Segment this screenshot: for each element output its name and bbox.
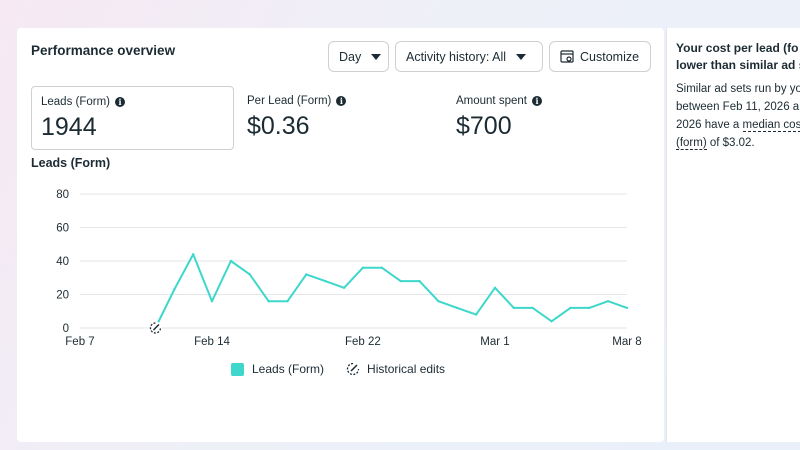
metric-per-lead[interactable]: Per Lead (Form) i $0.36: [238, 86, 438, 150]
x-tick-label: Feb 22: [345, 336, 381, 348]
historical-edit-marker: [148, 321, 162, 335]
data-point: [456, 306, 459, 310]
metric-leads-label: Leads (Form): [41, 96, 111, 108]
y-tick-label: 80: [56, 189, 69, 201]
y-tick-label: 20: [56, 290, 69, 302]
day-dropdown-label: Day: [339, 49, 362, 64]
x-tick-label: Feb 14: [194, 336, 230, 348]
data-point: [531, 306, 534, 310]
customize-label: Customize: [580, 49, 640, 64]
metric-leads-value: 1944: [41, 113, 97, 141]
info-icon[interactable]: i: [115, 97, 126, 107]
data-point: [437, 300, 440, 303]
median-cost-link[interactable]: median cos: [742, 119, 800, 132]
y-tick-label: 60: [56, 223, 69, 235]
leads-line-chart: 0 20 40 60 80 Feb 7 Feb 14 Feb 22 Mar 1 Mar 8: [56, 189, 642, 348]
info-icon[interactable]: i: [336, 96, 347, 106]
historical-edit-icon: [346, 362, 360, 376]
legend-item-historical-edits[interactable]: Historical edits: [346, 362, 445, 376]
insight-title: Your cost per lead (fo lower than simila…: [676, 40, 800, 74]
x-tick-label: Feb 7: [65, 336, 94, 348]
metric-amount-value: $700: [456, 112, 512, 140]
data-point: [625, 306, 629, 310]
legend-swatch: [231, 362, 244, 376]
performance-card: Performance overview Day Activity histor…: [17, 28, 664, 442]
chart-title: Leads (Form): [31, 156, 111, 170]
data-point: [606, 300, 610, 303]
insight-body-line3-text: 2026 have a: [676, 119, 743, 131]
caret-down-icon: [371, 53, 382, 60]
data-point: [229, 259, 233, 263]
metric-per-lead-label: Per Lead (Form): [247, 95, 332, 107]
data-point: [286, 300, 289, 303]
y-tick-label: 40: [56, 256, 69, 268]
chart-legend: Leads (Form) Historical edits: [231, 362, 467, 376]
insight-body-line2: between Feb 11, 2026 a: [676, 101, 800, 113]
day-dropdown[interactable]: Day: [328, 41, 389, 72]
data-point: [267, 300, 270, 303]
data-point: [493, 286, 497, 289]
legend-item-leads[interactable]: Leads (Form): [231, 362, 324, 376]
data-point: [305, 273, 308, 276]
x-tick-label: Mar 8: [612, 336, 641, 348]
insight-body-line1: Similar ad sets run by yo: [676, 83, 800, 95]
metric-per-lead-value: $0.36: [247, 112, 310, 140]
data-point: [588, 306, 591, 310]
metric-per-lead-label-row: Per Lead (Form) i: [247, 95, 347, 107]
insight-title-line1: Your cost per lead (fo: [676, 41, 799, 55]
page-title: Performance overview: [31, 43, 176, 58]
data-point: [361, 266, 365, 269]
data-point: [324, 279, 327, 283]
activity-history-dropdown[interactable]: Activity history: All: [395, 41, 543, 72]
data-point: [399, 279, 402, 283]
metric-amount-label-row: Amount spent i: [456, 95, 542, 107]
data-point: [342, 286, 346, 289]
series-line-leads: [154, 253, 628, 329]
data-point: [474, 313, 478, 316]
data-point: [173, 288, 176, 291]
data-point: [191, 253, 195, 256]
historical-edit-marker-needle: [152, 323, 160, 331]
data-point: [512, 306, 516, 310]
form-link[interactable]: (form): [676, 137, 707, 150]
metric-leads-label-row: Leads (Form) i: [41, 96, 126, 108]
metric-leads[interactable]: Leads (Form) i 1944: [31, 86, 234, 150]
legend-label-leads: Leads (Form): [252, 362, 325, 376]
insight-body-line4-text: of $3.02.: [706, 137, 755, 149]
data-point: [418, 279, 421, 283]
y-tick-label: 0: [63, 323, 69, 335]
data-point: [550, 320, 553, 323]
data-point: [210, 300, 214, 303]
metric-amount-spent[interactable]: Amount spent i $700: [447, 86, 647, 150]
insight-title-line2: lower than similar ad s: [676, 58, 800, 72]
historical-edit-marker-ring: [149, 322, 162, 334]
data-point: [569, 306, 572, 310]
cost-insight-panel: Your cost per lead (fo lower than simila…: [666, 28, 800, 442]
customize-button[interactable]: Customize: [549, 41, 651, 72]
data-point: [380, 266, 383, 269]
customize-icon: [560, 49, 574, 63]
legend-label-historical-edits: Historical edits: [367, 362, 446, 376]
insight-body-line4: (form) of $3.02.: [676, 134, 800, 152]
activity-history-label: Activity history: All: [406, 49, 507, 64]
insight-body: Similar ad sets run by yo between Feb 11…: [676, 80, 800, 152]
insight-body-line3: 2026 have a median cos: [676, 116, 800, 134]
data-point: [248, 273, 251, 276]
x-tick-label: Mar 1: [480, 336, 509, 348]
info-icon[interactable]: i: [531, 96, 542, 106]
caret-down-icon: [516, 53, 527, 60]
metric-amount-label: Amount spent: [456, 95, 527, 107]
